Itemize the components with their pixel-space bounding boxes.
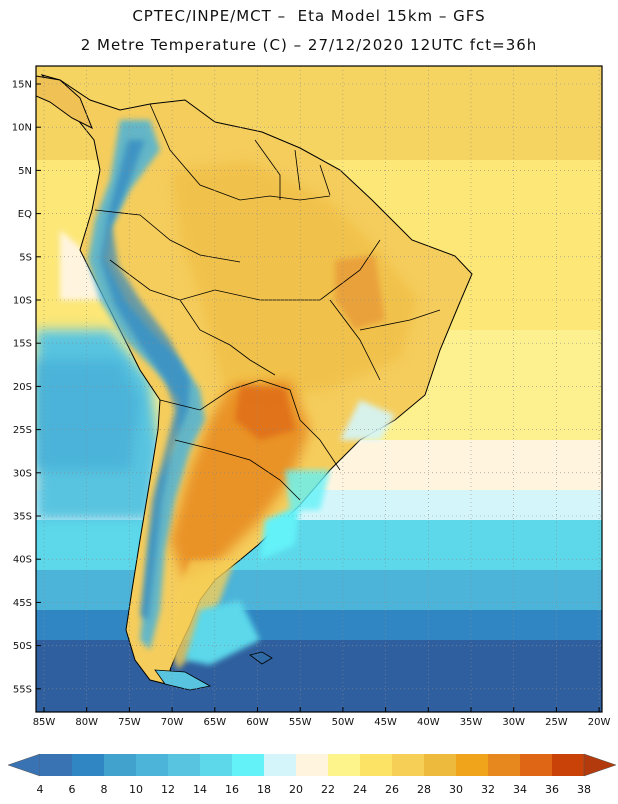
ne-brazil-hot <box>335 255 385 330</box>
andes-core <box>100 140 190 620</box>
lat-label: EQ <box>18 209 32 220</box>
lat-label: 55S <box>13 684 32 695</box>
map-frame <box>35 65 603 713</box>
colorbar-tick-label: 14 <box>193 783 207 796</box>
lat-label: 10N <box>12 123 32 134</box>
lat-label: 5N <box>18 166 32 177</box>
lat-label: 10S <box>13 296 32 307</box>
colorbar-tick-label: 18 <box>257 783 271 796</box>
colorbar-tick-label: 10 <box>129 783 143 796</box>
colorbar-swatch <box>168 754 201 776</box>
atlantic-coast-cool <box>260 505 300 560</box>
lon-label: 70W <box>161 717 184 728</box>
colorbar-swatch <box>424 754 457 776</box>
lat-label: 25S <box>13 425 32 436</box>
colorbar-swatch <box>200 754 233 776</box>
colorbar-tick-label: 26 <box>385 783 399 796</box>
uruguay-cool <box>285 470 330 510</box>
patagonia-cyan-coast <box>185 600 260 665</box>
lon-label: 30W <box>502 717 525 728</box>
colorbar-high-arrow <box>583 753 617 777</box>
lat-label: 30S <box>13 468 32 479</box>
colorbar-swatch <box>520 754 553 776</box>
lon-label: 75W <box>118 717 141 728</box>
latitude-labels: 15N 10N 5N EQ 5S 10S 15S 20S 25S 30S 35S 40S 45S 50S 5… <box>12 80 41 695</box>
lat-label: 20S <box>13 382 32 393</box>
colorbar-tick-label: 6 <box>69 783 76 796</box>
colorbar-tick-label: 12 <box>161 783 175 796</box>
lat-label: 35S <box>13 512 32 523</box>
colorbar-swatch <box>488 754 521 776</box>
lon-label: 65W <box>203 717 226 728</box>
colorbar-swatch <box>40 754 73 776</box>
colorbar-tick-label: 34 <box>513 783 527 796</box>
lon-label: 85W <box>33 717 56 728</box>
colorbar-swatch <box>392 754 425 776</box>
lon-label: 25W <box>545 717 568 728</box>
lon-label: 20W <box>588 717 611 728</box>
brazil-coast-cool <box>340 400 395 440</box>
lat-label: 50S <box>13 641 32 652</box>
colorbar-swatch <box>360 754 393 776</box>
colorbar-tick-label: 36 <box>545 783 559 796</box>
colorbar-swatch <box>328 754 361 776</box>
colorbar-tick-label: 24 <box>353 783 367 796</box>
colorbar-tick-label: 38 <box>577 783 591 796</box>
colorbar: 4 6 8 10 12 14 16 18 20 22 24 26 28 30 32 34 36 38 <box>7 753 617 796</box>
lon-label: 50W <box>332 717 355 728</box>
lon-label: 40W <box>417 717 440 728</box>
colorbar-swatch <box>264 754 297 776</box>
colorbar-tick-label: 32 <box>481 783 495 796</box>
tierra-del-fuego <box>154 669 212 691</box>
falkland-islands <box>249 651 273 665</box>
lat-label: 5S <box>19 252 32 263</box>
central-america-coast <box>36 75 93 130</box>
colorbar-tick-label: 30 <box>449 783 463 796</box>
colorbar-tick-label: 16 <box>225 783 239 796</box>
pacific-cool-patch <box>36 360 140 470</box>
lon-label: 60W <box>246 717 269 728</box>
colorbar-tick-label: 20 <box>289 783 303 796</box>
lon-label: 45W <box>374 717 397 728</box>
lat-label: 45S <box>13 598 32 609</box>
colorbar-swatch <box>552 754 585 776</box>
colorbar-swatch <box>104 754 137 776</box>
colorbar-swatch <box>296 754 329 776</box>
colorbar-low-arrow <box>7 753 41 777</box>
colorbar-swatch <box>72 754 105 776</box>
colorbar-swatch <box>456 754 489 776</box>
temperature-field <box>36 66 602 712</box>
colorbar-tick-label: 8 <box>101 783 108 796</box>
interior-warm <box>170 160 420 400</box>
lon-label: 35W <box>460 717 483 728</box>
lat-label: 15S <box>13 339 32 350</box>
colorbar-tick-label: 22 <box>321 783 335 796</box>
paraguay-hot <box>235 385 295 440</box>
colorbar-swatch <box>232 754 265 776</box>
lat-label: 15N <box>12 80 32 91</box>
colorbar-swatch <box>136 754 169 776</box>
lon-label: 55W <box>289 717 312 728</box>
colorbar-tick-label: 4 <box>37 783 44 796</box>
longitude-labels: 85W 80W 75W 70W 65W 60W 55W 50W 45W 40W 35W 30W 25W 2… <box>33 707 611 728</box>
colorbar-tick-label: 28 <box>417 783 431 796</box>
lat-label: 40S <box>13 555 32 566</box>
lon-label: 80W <box>75 717 98 728</box>
ocean-band-blue3 <box>36 640 602 712</box>
title-line-1: CPTEC/INPE/MCT – Eta Model 15km – GFS <box>132 7 486 25</box>
title-line-2: 2 Metre Temperature (C) – 27/12/2020 12U… <box>80 36 538 54</box>
